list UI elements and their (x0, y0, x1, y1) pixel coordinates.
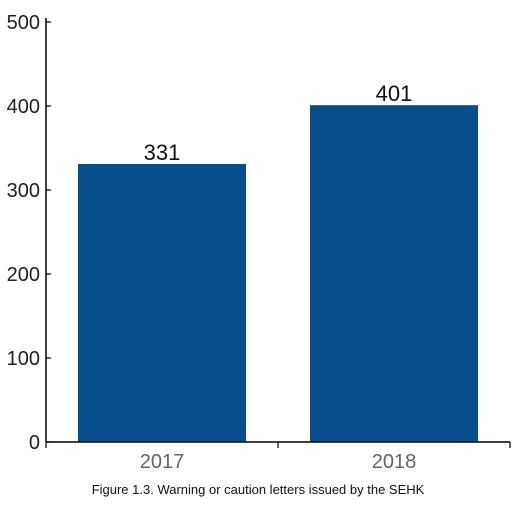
bar-2017 (78, 163, 246, 442)
bar-2018 (310, 105, 478, 442)
bar-chart: 331 2017 401 2018 0 100 200 300 400 500 (7, 12, 511, 473)
data-label-2018: 401 (376, 81, 413, 106)
y-tick-label-0: 0 (29, 432, 40, 454)
y-tick-label-500: 500 (7, 12, 40, 34)
y-tick-label-200: 200 (7, 264, 40, 286)
data-label-2017: 331 (144, 140, 181, 165)
bars-group (78, 105, 478, 442)
y-tick-label-100: 100 (7, 348, 40, 370)
axes-group (45, 18, 511, 448)
x-tick-label-2017: 2017 (140, 451, 185, 473)
figure-caption: Figure 1.3. Warning or caution letters i… (91, 482, 425, 497)
labels-group: 331 2017 401 2018 0 100 200 300 400 500 (7, 12, 417, 473)
y-tick-label-400: 400 (7, 96, 40, 118)
x-tick-label-2018: 2018 (372, 451, 417, 473)
y-tick-label-300: 300 (7, 180, 40, 202)
